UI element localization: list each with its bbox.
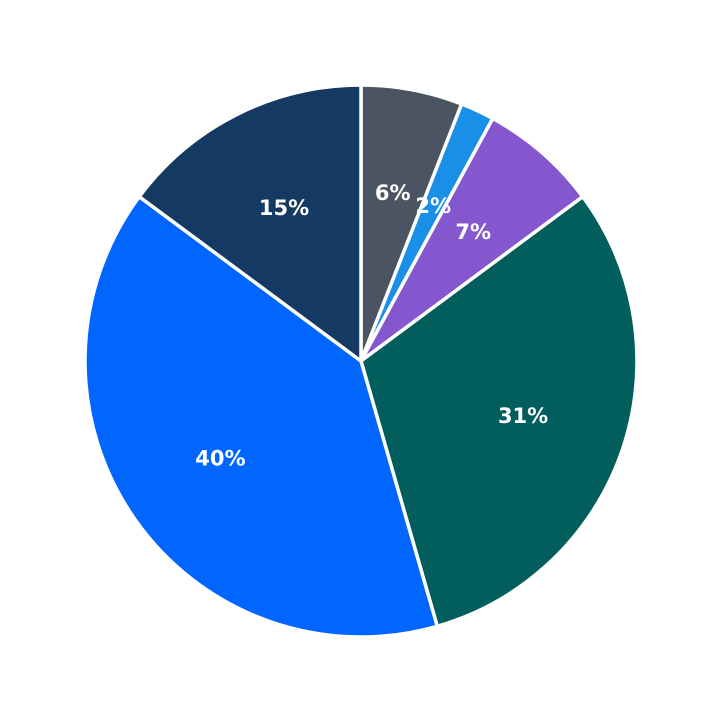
pie-slice-4 [359,194,639,629]
slice-label-1: 6% [375,181,411,205]
pie-slice-6 [137,83,363,363]
slice-label-3: 7% [455,220,491,244]
slice-label-6: 15% [259,196,309,220]
pie-slice-3 [359,116,585,363]
slice-label-5: 40% [195,447,245,471]
pie-slice-5 [83,194,440,639]
slice-label-2: 2% [415,194,451,218]
slices-layer [83,83,639,639]
slice-label-4: 31% [498,404,548,428]
labels-layer: 6%2%7% 31% 40% 15% [195,181,548,471]
